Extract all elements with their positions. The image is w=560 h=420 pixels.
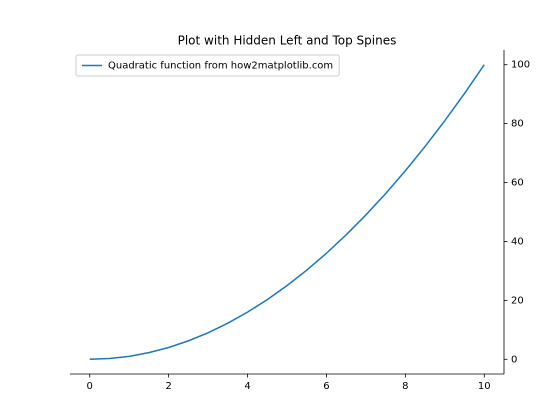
chart-title: Plot with Hidden Left and Top Spines <box>178 34 397 48</box>
y-tick-label: 80 <box>511 119 524 130</box>
x-tick-label: 8 <box>402 381 408 392</box>
line <box>89 64 485 361</box>
legend-label: Quadratic function from how2matplotlib.c… <box>108 61 333 72</box>
x-tick-label: 0 <box>87 381 93 392</box>
y-tick-label: 20 <box>511 295 524 306</box>
x-tick-label: 10 <box>478 381 491 392</box>
y-tick-label: 0 <box>511 354 517 365</box>
y-tick-label: 40 <box>511 236 524 247</box>
x-tick-label: 6 <box>323 381 329 392</box>
x-tick-label: 2 <box>165 381 171 392</box>
y-tick-label: 60 <box>511 178 524 189</box>
y-tick-label: 100 <box>511 60 530 71</box>
x-tick-label: 4 <box>244 381 250 392</box>
legend-box <box>75 54 340 77</box>
